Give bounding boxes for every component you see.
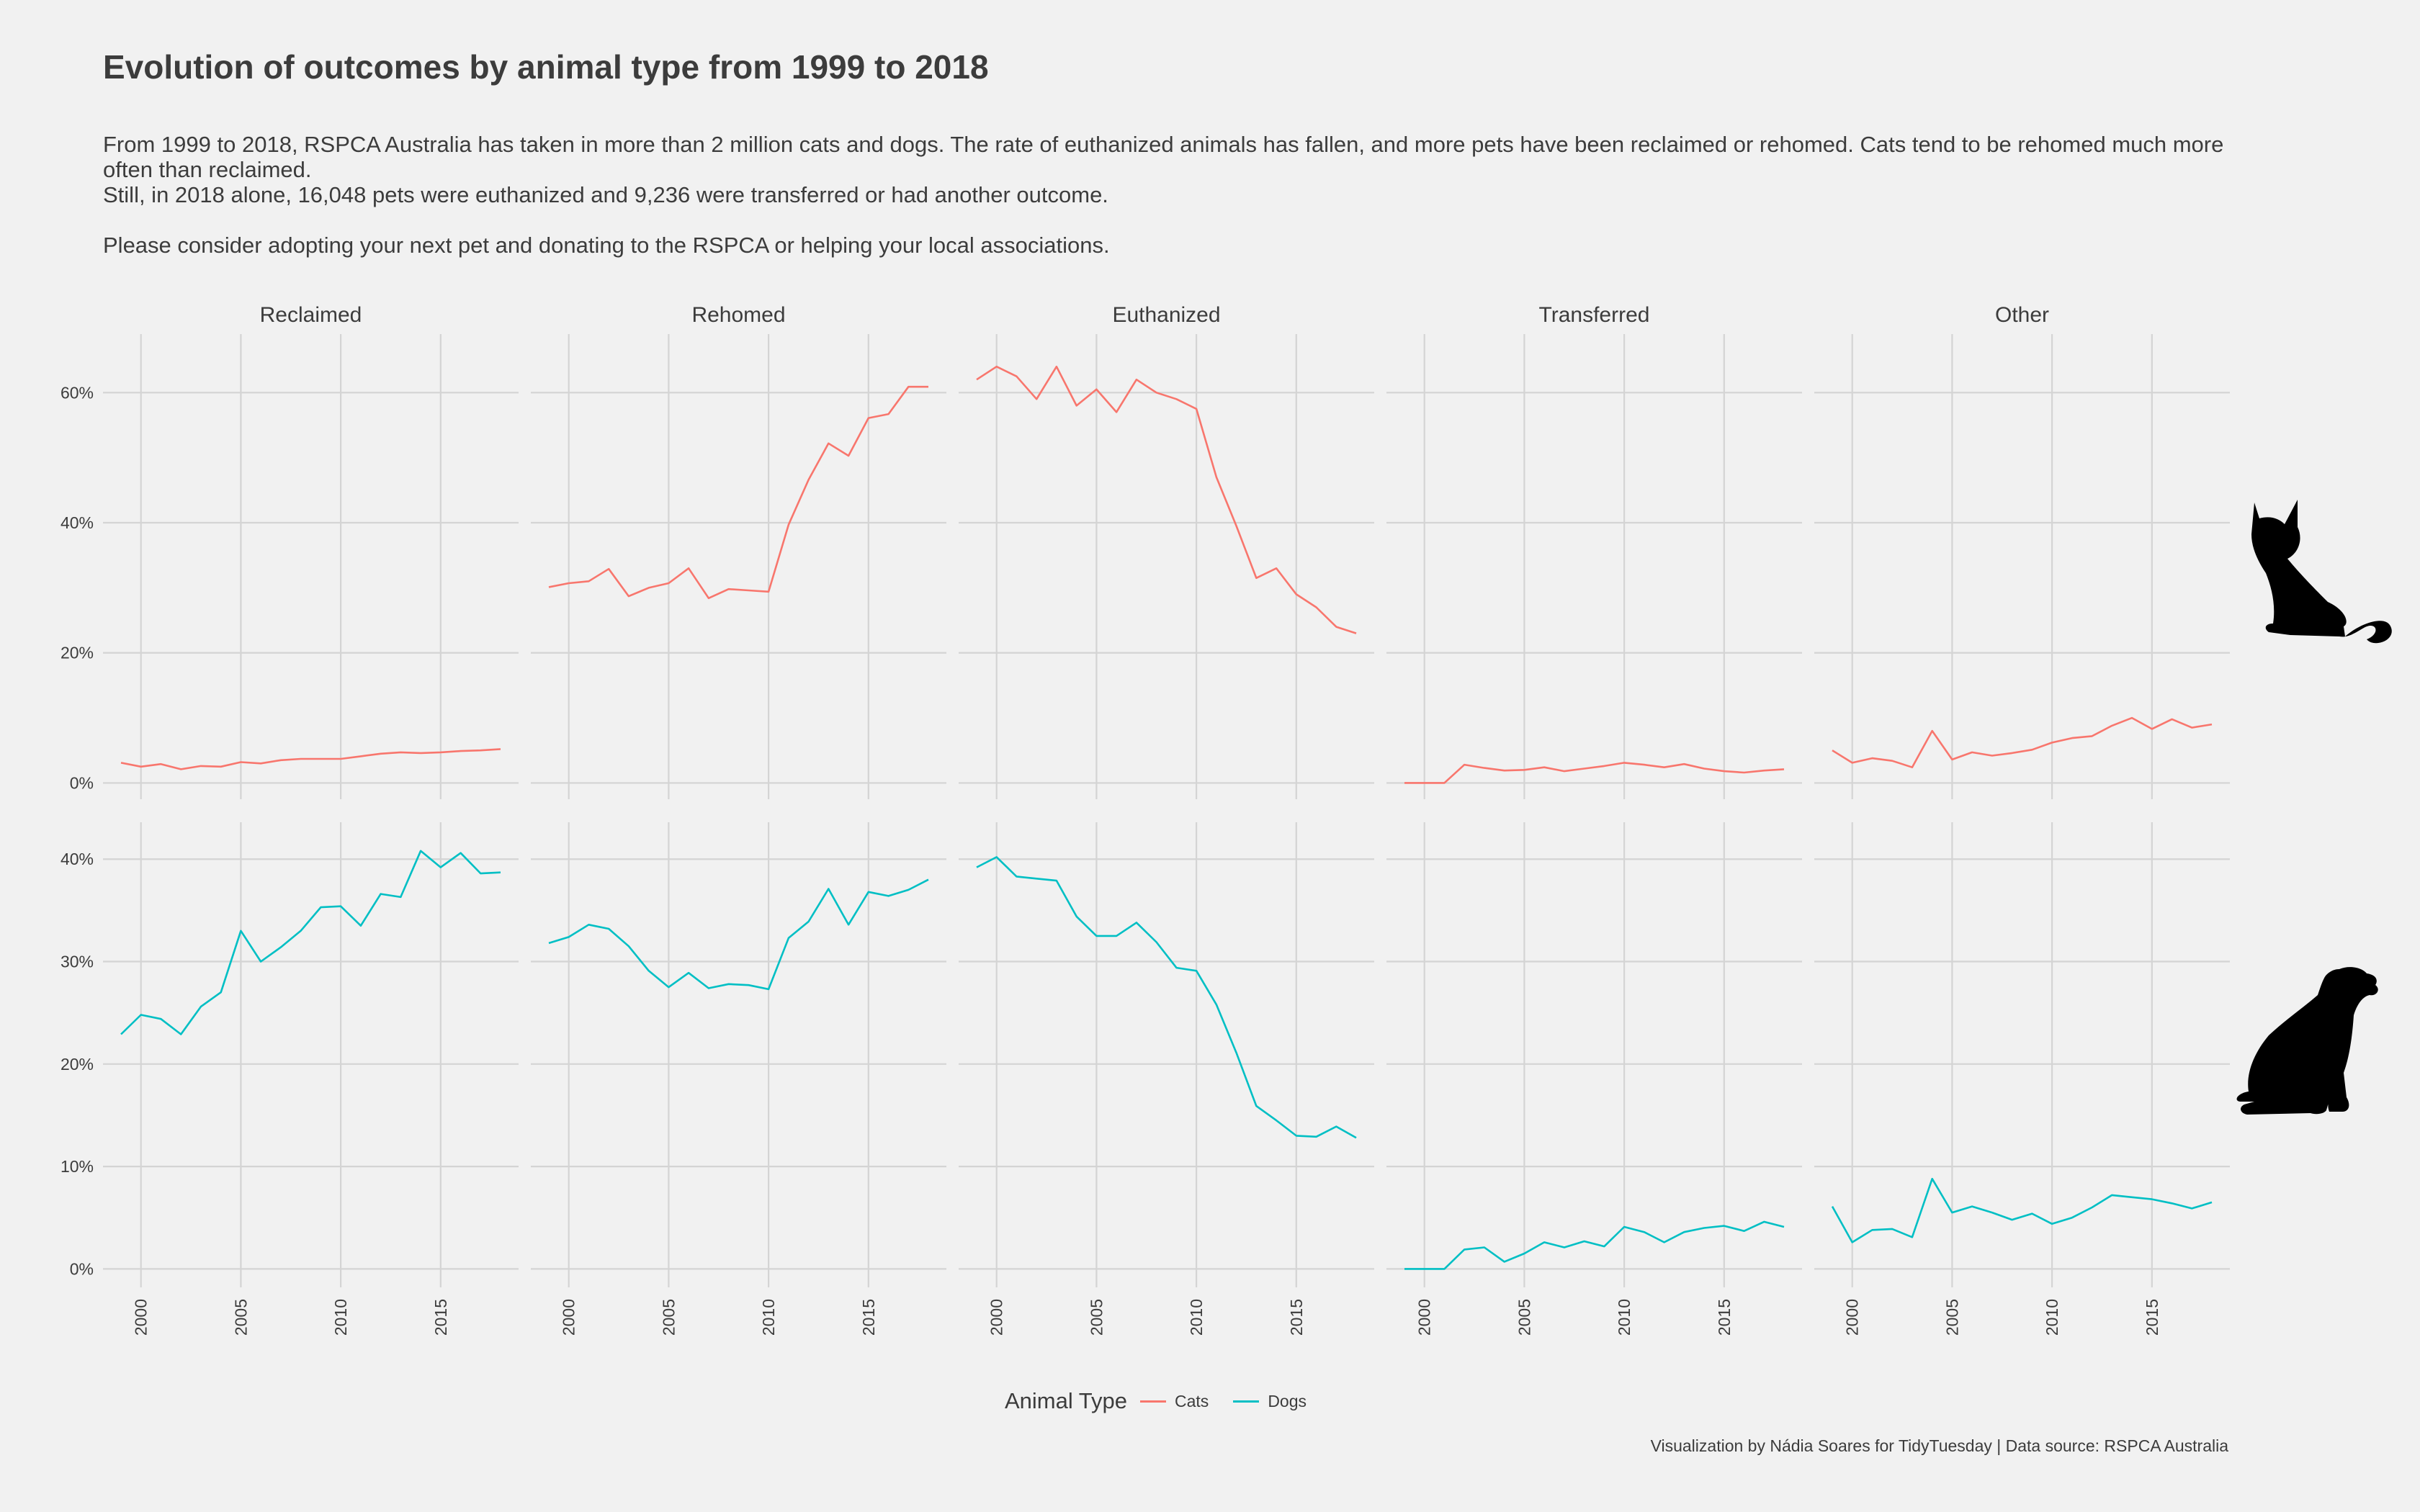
y-tick-label-cats: 20% xyxy=(60,644,94,662)
x-tick-label: 2015 xyxy=(1287,1299,1306,1336)
series-line-dogs-reclaimed xyxy=(120,850,501,1035)
legend-item-cats: Cats xyxy=(1140,1392,1209,1411)
y-tick-label-cats: 40% xyxy=(60,513,94,532)
panel-cats-reclaimed xyxy=(103,334,519,799)
x-tick-label: 2010 xyxy=(1615,1299,1634,1336)
panel-dogs-transferred: 2000 2005 2010 2015 xyxy=(1386,822,1802,1336)
panel-cats-rehomed xyxy=(531,334,946,799)
legend-label-dogs: Dogs xyxy=(1268,1391,1307,1410)
subtitle-line-2: Still, in 2018 alone, 16,048 pets were e… xyxy=(103,182,1108,207)
cat-silhouette-icon xyxy=(2251,500,2392,644)
x-tick-label: 2015 xyxy=(2143,1299,2161,1336)
x-tick-label: 2010 xyxy=(1187,1299,1206,1336)
legend-label-cats: Cats xyxy=(1175,1391,1209,1410)
series-line-dogs-other xyxy=(1831,1177,2213,1243)
x-tick-label: 2005 xyxy=(231,1299,250,1336)
facet-label-rehomed: Rehomed xyxy=(691,303,785,327)
series-line-dogs-rehomed xyxy=(548,878,929,991)
series-line-cats-other xyxy=(1832,716,2213,768)
y-tick-label-cats: 0% xyxy=(70,773,94,792)
series-line-cats-reclaimed xyxy=(120,748,501,770)
legend-key-dogs xyxy=(1233,1400,1260,1403)
panel-dogs-reclaimed: 2000 2005 2010 2015 xyxy=(103,822,519,1336)
dog-silhouette-icon xyxy=(2236,967,2378,1115)
x-tick-label: 2000 xyxy=(1415,1299,1434,1336)
y-tick-label-dogs: 10% xyxy=(60,1157,94,1176)
subtitle-line-3: Please consider adopting your next pet a… xyxy=(103,233,1110,258)
facet-label-other: Other xyxy=(1995,303,2049,327)
panel-cats-transferred xyxy=(1386,334,1802,799)
y-tick-label-dogs: 30% xyxy=(60,953,94,971)
y-tick-label-cats: 60% xyxy=(60,383,94,402)
panel-dogs-rehomed: 2000 2005 2010 2015 xyxy=(531,822,946,1336)
x-tick-label: 2000 xyxy=(560,1299,578,1336)
panel-cats-euthanized xyxy=(959,334,1374,799)
x-tick-label: 2010 xyxy=(331,1299,350,1336)
facet-label-euthanized: Euthanized xyxy=(1112,303,1220,327)
series-line-dogs-euthanized xyxy=(976,856,1357,1139)
legend-item-dogs: Dogs xyxy=(1233,1392,1307,1411)
panel-cats-other xyxy=(1814,334,2230,799)
series-line-cats-euthanized xyxy=(976,365,1357,634)
panel-dogs-euthanized: 2000 2005 2010 2015 xyxy=(959,822,1374,1336)
series-line-cats-rehomed xyxy=(548,385,928,600)
y-tick-label-dogs: 0% xyxy=(70,1259,94,1278)
y-tick-label-dogs: 40% xyxy=(60,850,94,868)
x-tick-label: 2010 xyxy=(759,1299,778,1336)
series-line-cats-transferred xyxy=(1404,762,1785,784)
y-tick-label-dogs: 20% xyxy=(60,1055,94,1074)
x-tick-label: 2015 xyxy=(859,1299,878,1336)
x-tick-label: 2005 xyxy=(1515,1299,1533,1336)
chart-title: Evolution of outcomes by animal type fro… xyxy=(103,48,989,86)
x-tick-label: 2000 xyxy=(1843,1299,1862,1336)
series-line-dogs-transferred xyxy=(1404,1220,1785,1270)
x-tick-label: 2005 xyxy=(659,1299,678,1336)
facet-label-transferred: Transferred xyxy=(1539,303,1650,327)
x-tick-label: 2005 xyxy=(1087,1299,1106,1336)
facet-label-reclaimed: Reclaimed xyxy=(260,303,362,327)
legend-title: Animal Type xyxy=(1005,1388,1128,1413)
caption: Visualization by Nádia Soares for TidyTu… xyxy=(1650,1436,2228,1455)
x-tick-label: 2005 xyxy=(1942,1299,1961,1336)
x-tick-label: 2000 xyxy=(987,1299,1006,1336)
legend: Animal Type Cats Dogs xyxy=(1005,1388,1331,1414)
chart-subtitle: From 1999 to 2018, RSPCA Australia has t… xyxy=(103,132,2235,258)
panel-dogs-other: 2000 2005 2010 2015 xyxy=(1814,822,2230,1336)
legend-key-cats xyxy=(1140,1400,1167,1403)
x-tick-label: 2010 xyxy=(2043,1299,2061,1336)
x-tick-label: 2000 xyxy=(132,1299,151,1336)
x-tick-label: 2015 xyxy=(1715,1299,1734,1336)
x-tick-label: 2015 xyxy=(431,1299,450,1336)
subtitle-line-1: From 1999 to 2018, RSPCA Australia has t… xyxy=(103,132,2224,182)
